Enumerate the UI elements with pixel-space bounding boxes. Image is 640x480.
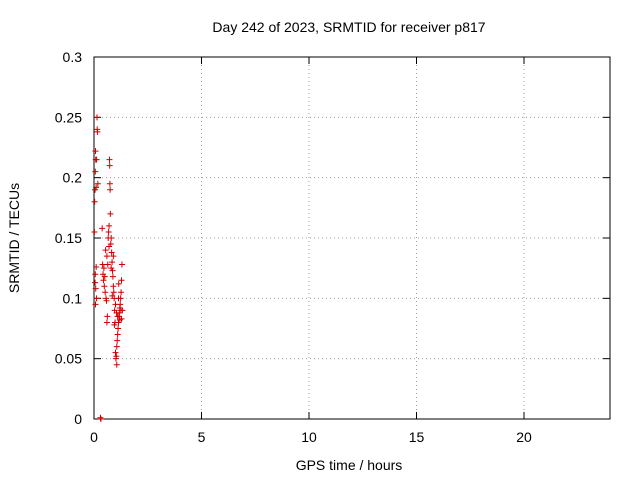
data-point: [106, 243, 113, 250]
x-tick-label: 10: [301, 429, 317, 445]
data-point: [110, 289, 117, 296]
data-point: [110, 253, 117, 260]
data-point: [115, 280, 122, 287]
data-point: [103, 253, 110, 260]
data-point: [92, 168, 99, 175]
data-point: [94, 180, 101, 187]
data-point: [113, 353, 120, 360]
grid: [94, 57, 610, 419]
x-tick-label: 0: [90, 429, 98, 445]
x-tick-label: 15: [409, 429, 425, 445]
data-point: [113, 361, 120, 368]
data-point: [92, 271, 99, 278]
data-point: [115, 325, 122, 332]
data-point: [118, 277, 125, 284]
data-point: [100, 277, 107, 284]
data-point: [91, 228, 98, 235]
y-tick-label: 0.3: [63, 49, 83, 65]
data-point: [92, 285, 99, 292]
data-point: [108, 265, 115, 272]
data-point: [117, 307, 124, 314]
y-tick-label: 0.2: [63, 170, 83, 186]
data-point: [93, 156, 100, 163]
data-point: [92, 148, 99, 155]
data-point: [112, 349, 119, 356]
data-point: [94, 114, 101, 121]
data-point: [109, 292, 116, 299]
data-points: [91, 114, 126, 422]
data-point: [104, 313, 111, 320]
data-point: [93, 263, 100, 270]
data-point: [91, 198, 98, 205]
data-point: [114, 331, 121, 338]
data-point: [99, 261, 106, 268]
data-point: [103, 319, 110, 326]
data-point: [100, 265, 107, 272]
data-point: [109, 273, 116, 280]
data-point: [111, 321, 118, 328]
y-tick-label: 0.25: [55, 109, 82, 125]
data-point: [107, 210, 114, 217]
data-point: [118, 261, 125, 268]
data-point: [102, 247, 109, 254]
data-point: [92, 279, 99, 286]
data-point: [93, 184, 100, 191]
data-point: [115, 295, 122, 302]
data-point: [104, 261, 111, 268]
data-point: [92, 301, 99, 308]
data-point: [93, 295, 100, 302]
data-point: [109, 259, 116, 266]
data-point: [106, 162, 113, 169]
y-tick-label: 0.15: [55, 230, 82, 246]
y-tick-label: 0.05: [55, 351, 82, 367]
data-point: [106, 156, 113, 163]
x-tick-label: 20: [516, 429, 532, 445]
x-tick-label: 5: [198, 429, 206, 445]
data-point: [106, 222, 113, 229]
data-point: [99, 225, 106, 232]
data-point: [110, 283, 117, 290]
data-point: [113, 309, 120, 316]
data-point: [118, 289, 125, 296]
data-point: [108, 235, 115, 241]
data-point: [112, 301, 119, 308]
data-point: [106, 180, 113, 187]
y-tick-label: 0.1: [63, 290, 83, 306]
y-tick-label: 0: [74, 411, 82, 427]
data-point: [114, 313, 121, 320]
chart-title: Day 242 of 2023, SRMTID for receiver p81…: [212, 19, 485, 35]
data-point: [94, 128, 101, 135]
data-point: [107, 186, 114, 193]
data-point: [103, 297, 110, 304]
axis-ticks: 0 0.05 0.1 0.15 0.2 0.25 0.3 0 5 10 15 20: [55, 49, 610, 445]
data-point: [113, 343, 120, 350]
y-axis-label: SRMTID / TECUs: [6, 183, 22, 293]
data-point: [101, 273, 108, 280]
data-point: [108, 249, 115, 256]
x-axis-label: GPS time / hours: [296, 457, 403, 473]
data-point: [114, 337, 121, 344]
data-point: [102, 289, 109, 296]
data-point: [118, 315, 125, 322]
data-point: [97, 416, 104, 422]
data-point: [101, 283, 108, 290]
data-point: [105, 228, 112, 235]
